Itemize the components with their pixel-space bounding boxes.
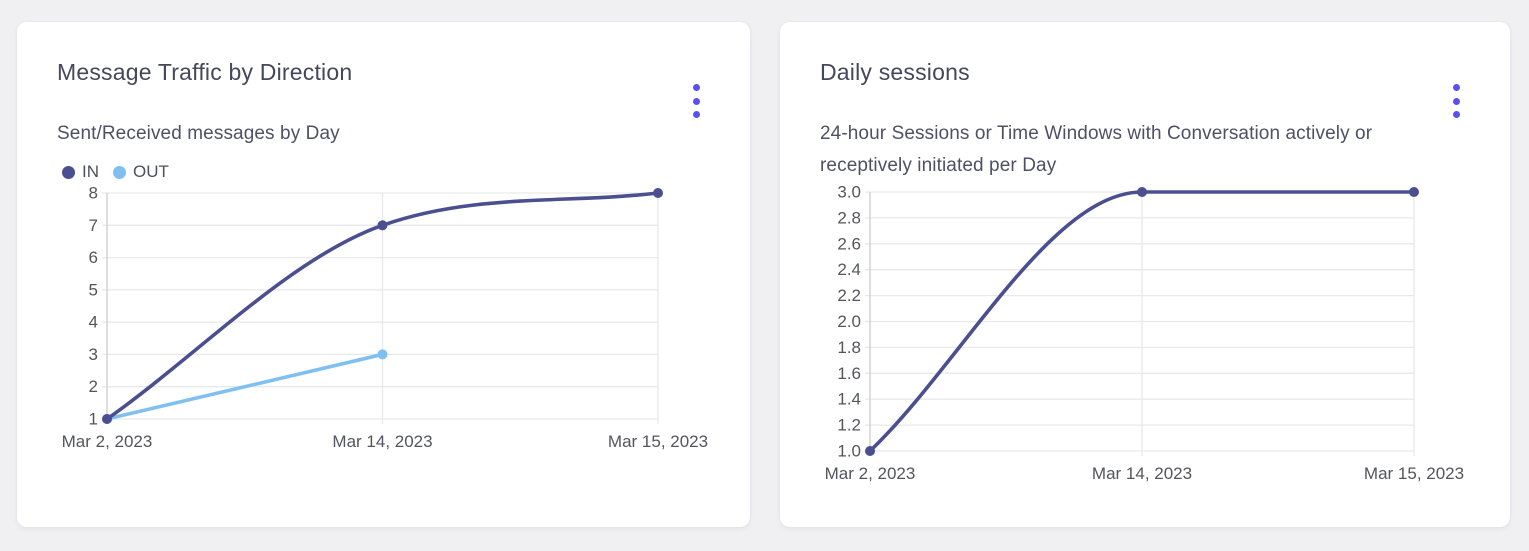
y-tick-label: 3.0 [837,185,861,202]
legend-label-in: IN [82,162,99,181]
series-line-OUT [105,352,385,421]
card-subtitle: 24-hour Sessions or Time Windows with Co… [820,118,1372,182]
y-tick-label: 1.6 [837,364,861,383]
subtitle-line: Sent/Received messages by Day [57,123,340,144]
subtitle-line: 24-hour Sessions or Time Windows with Co… [820,123,1373,144]
y-tick-label: 6 [89,248,98,267]
vertical-ellipsis-icon [692,97,700,105]
card-menu-button[interactable] [1446,82,1466,120]
y-tick-label: 2 [89,377,98,396]
y-tick-label: 4 [89,313,98,332]
subtitle-line: receptively initiated per Day [820,155,1057,176]
y-tick-label: 1.4 [837,390,861,409]
data-point-Daily sessions[interactable] [1137,187,1147,197]
y-tick-label: 3 [89,345,98,364]
legend-dot-in-icon [62,165,75,179]
x-tick-label: Mar 2, 2023 [825,464,916,483]
y-tick-label: 2.4 [837,260,861,279]
series-line-Daily sessions [868,190,1416,453]
x-tick-label: Mar 14, 2023 [332,432,432,451]
y-tick-label: 2.0 [837,312,861,331]
x-tick-label: Mar 2, 2023 [62,432,153,451]
card-title: Daily sessions [820,59,970,85]
y-tick-label: 1.2 [837,416,861,435]
vertical-ellipsis-icon [692,111,700,118]
y-tick-label: 7 [89,216,98,235]
vertical-ellipsis-icon [1452,111,1460,118]
y-tick-label: 1 [89,410,98,429]
data-point-IN[interactable] [102,414,112,424]
daily-sessions-chart: 1.0 1.2 1.4 1.6 1.8 2.0 2.2 2.4 2.6 2.8 3.0 Mar 2, … [825,185,1464,483]
y-tick-label: 8 [89,185,98,203]
data-point-IN[interactable] [377,220,388,231]
y-tick-label: 2.8 [837,208,861,227]
legend-item-in[interactable]: IN [62,162,99,182]
legend-dot-out-icon [113,165,126,179]
card-daily-sessions: Daily sessions 24-hour Sessions or Time … [780,22,1510,527]
data-point-OUT[interactable] [377,349,388,360]
y-tick-label: 2.2 [837,286,861,305]
card-title: Message Traffic by Direction [57,59,353,85]
y-tick-label: 2.6 [837,234,861,253]
y-tick-label: 5 [89,280,98,299]
y-tick-label: 1.8 [837,338,861,357]
x-tick-label: Mar 15, 2023 [608,432,708,451]
y-tick-label: 1.0 [837,442,861,461]
vertical-ellipsis-icon [1452,97,1460,105]
vertical-ellipsis-icon [1452,84,1460,91]
data-point-Daily sessions[interactable] [865,446,875,456]
chart-legend: IN OUT [62,162,169,182]
card-menu-button[interactable] [686,82,706,120]
x-tick-label: Mar 14, 2023 [1092,464,1192,483]
card-message-traffic: Message Traffic by Direction Sent/Receiv… [17,22,750,527]
card-subtitle: Sent/Received messages by Day [57,118,340,150]
vertical-ellipsis-icon [692,84,700,91]
legend-label-out: OUT [133,162,169,181]
x-tick-label: Mar 15, 2023 [1364,464,1464,483]
data-point-Daily sessions[interactable] [1409,187,1419,197]
legend-item-out[interactable]: OUT [113,162,169,182]
data-point-IN[interactable] [653,188,663,198]
message-traffic-chart: 1 2 3 4 5 6 7 8 Mar 2, 2023 Mar 14, 2023 Mar 15, 2… [62,185,708,451]
